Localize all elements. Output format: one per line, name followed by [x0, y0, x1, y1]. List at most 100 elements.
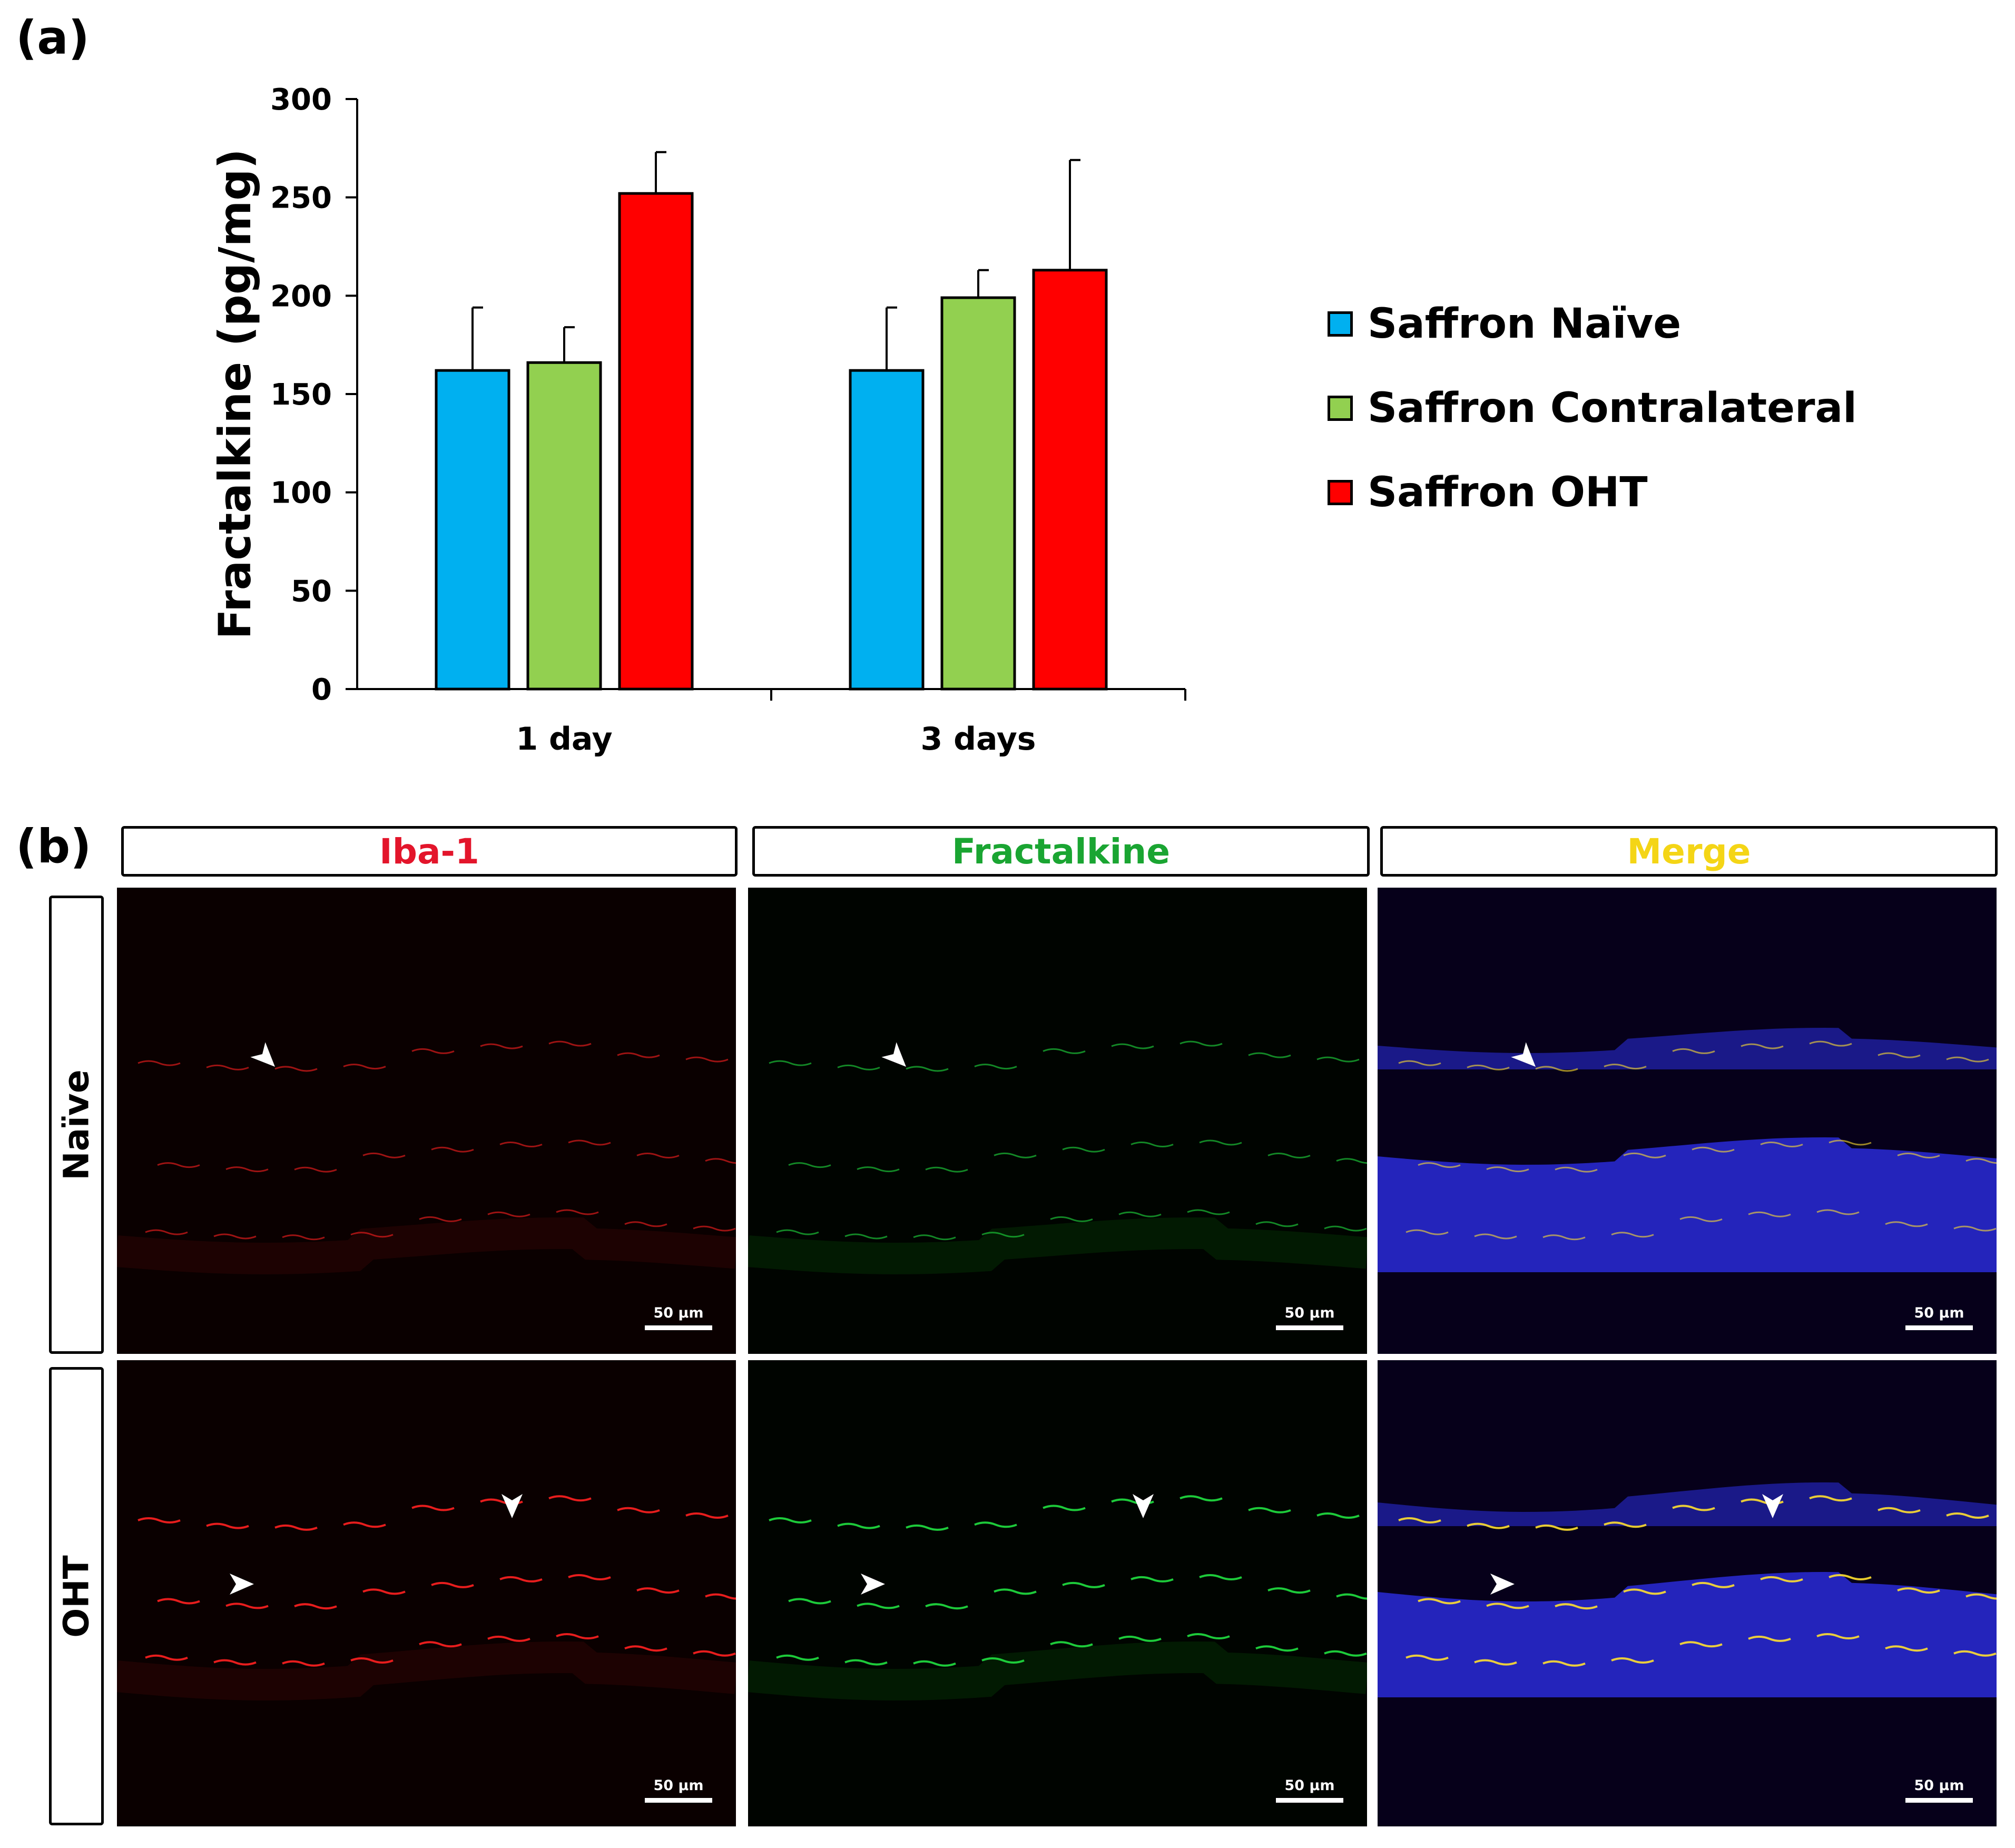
retina-section-illustration — [748, 888, 1367, 1354]
panel-b-label: (b) — [16, 819, 92, 873]
retina-section-illustration — [117, 888, 736, 1354]
labelled-process — [1267, 1587, 1311, 1594]
labelled-process — [1748, 1635, 1791, 1642]
labelled-process — [548, 1040, 592, 1047]
tissue-band — [748, 1641, 1367, 1701]
labelled-process — [788, 1162, 831, 1168]
bar — [1032, 269, 1108, 691]
labelled-process — [1474, 1233, 1517, 1240]
labelled-process — [343, 1521, 386, 1528]
legend-label: Saffron Contralateral — [1368, 385, 1857, 432]
labelled-process — [1611, 1232, 1654, 1238]
scale-bar-line — [1276, 1798, 1343, 1803]
labelled-process — [1418, 1162, 1461, 1168]
labelled-process — [274, 1524, 318, 1531]
labelled-process — [705, 1158, 736, 1164]
labelled-process — [1816, 1209, 1860, 1215]
legend-item: Saffron Contralateral — [1328, 366, 1857, 450]
labelled-process — [568, 1574, 611, 1581]
white-arrowhead-icon — [230, 1574, 254, 1595]
labelled-process — [769, 1060, 812, 1066]
labelled-process — [837, 1522, 880, 1529]
labelled-process — [1248, 1052, 1291, 1058]
white-arrowhead-icon — [1133, 1494, 1154, 1518]
labelled-process — [1467, 1064, 1510, 1070]
labelled-process — [1111, 1043, 1154, 1049]
labelled-process — [499, 1576, 543, 1582]
scale-bar: 50 µm — [1276, 1305, 1343, 1330]
panel-a-label: (a) — [16, 11, 90, 65]
bar — [618, 192, 694, 691]
labelled-process — [981, 1657, 1025, 1664]
labelled-process — [411, 1048, 455, 1054]
labelled-process — [925, 1166, 968, 1173]
micrograph-naive-merge: 50 µm — [1378, 888, 1997, 1354]
labelled-process — [362, 1588, 406, 1595]
micrograph-naive-iba1: 50 µm — [117, 888, 736, 1354]
labelled-process — [1267, 1153, 1311, 1159]
labelled-process — [145, 1229, 188, 1235]
labelled-process — [617, 1507, 660, 1513]
retina-section-illustration — [1378, 888, 1997, 1354]
labelled-process — [1324, 1225, 1367, 1232]
retina-section-illustration — [748, 1360, 1367, 1826]
labelled-process — [213, 1659, 257, 1666]
labelled-process — [906, 1524, 949, 1531]
scale-bar-label: 50 µm — [1914, 1777, 1964, 1794]
labelled-process — [994, 1152, 1037, 1158]
y-tick-label: 150 — [270, 378, 332, 412]
retina-section-illustration — [117, 1360, 736, 1826]
labelled-process — [1611, 1657, 1654, 1664]
legend-item: Saffron Naïve — [1328, 282, 1857, 366]
labelled-process — [1672, 1505, 1715, 1511]
labelled-process — [1672, 1048, 1715, 1054]
scale-bar: 50 µm — [1905, 1777, 1973, 1803]
labelled-process — [1953, 1650, 1997, 1657]
labelled-process — [294, 1166, 337, 1173]
y-tick-label: 200 — [270, 279, 332, 313]
labelled-process — [431, 1146, 474, 1153]
labelled-process — [419, 1216, 462, 1222]
labelled-process — [1679, 1216, 1723, 1222]
labelled-process — [1555, 1166, 1598, 1173]
labelled-process — [1829, 1574, 1872, 1581]
column-header-iba1: Iba-1 — [121, 826, 738, 877]
labelled-process — [1062, 1146, 1105, 1153]
labelled-process — [1816, 1633, 1860, 1640]
y-tick-label: 250 — [270, 181, 332, 215]
labelled-process — [499, 1141, 543, 1147]
labelled-process — [974, 1521, 1017, 1528]
labelled-process — [137, 1060, 181, 1066]
labelled-process — [556, 1633, 599, 1640]
labelled-process — [431, 1581, 474, 1588]
labelled-process — [857, 1166, 900, 1173]
scale-bar-label: 50 µm — [653, 1777, 704, 1794]
labelled-process — [568, 1139, 611, 1146]
labelled-process — [685, 1056, 729, 1063]
labelled-process — [617, 1052, 660, 1058]
white-arrowhead-icon — [861, 1574, 885, 1595]
labelled-process — [1255, 1221, 1299, 1227]
nuclear-layer — [1378, 1572, 1997, 1697]
labelled-process — [1050, 1216, 1093, 1222]
labelled-process — [1965, 1593, 1997, 1600]
labelled-process — [556, 1209, 599, 1215]
labelled-process — [1946, 1056, 1989, 1063]
labelled-process — [282, 1234, 325, 1241]
labelled-process — [157, 1598, 200, 1605]
row-header-oht-label: OHT — [56, 1555, 97, 1638]
labelled-process — [1965, 1158, 1997, 1164]
tile-background — [748, 1360, 1367, 1826]
row-header-oht: OHT — [49, 1367, 104, 1825]
labelled-process — [1809, 1495, 1852, 1502]
labelled-process — [1692, 1146, 1735, 1153]
y-tick-label: 0 — [311, 673, 332, 707]
labelled-process — [1316, 1512, 1360, 1519]
row-header-naive: Naïve — [49, 896, 104, 1354]
labelled-process — [1062, 1581, 1105, 1588]
labelled-process — [693, 1650, 736, 1657]
scale-bar-line — [1276, 1325, 1343, 1330]
labelled-process — [1179, 1495, 1223, 1502]
labelled-process — [624, 1645, 667, 1652]
labelled-process — [1535, 1066, 1578, 1072]
